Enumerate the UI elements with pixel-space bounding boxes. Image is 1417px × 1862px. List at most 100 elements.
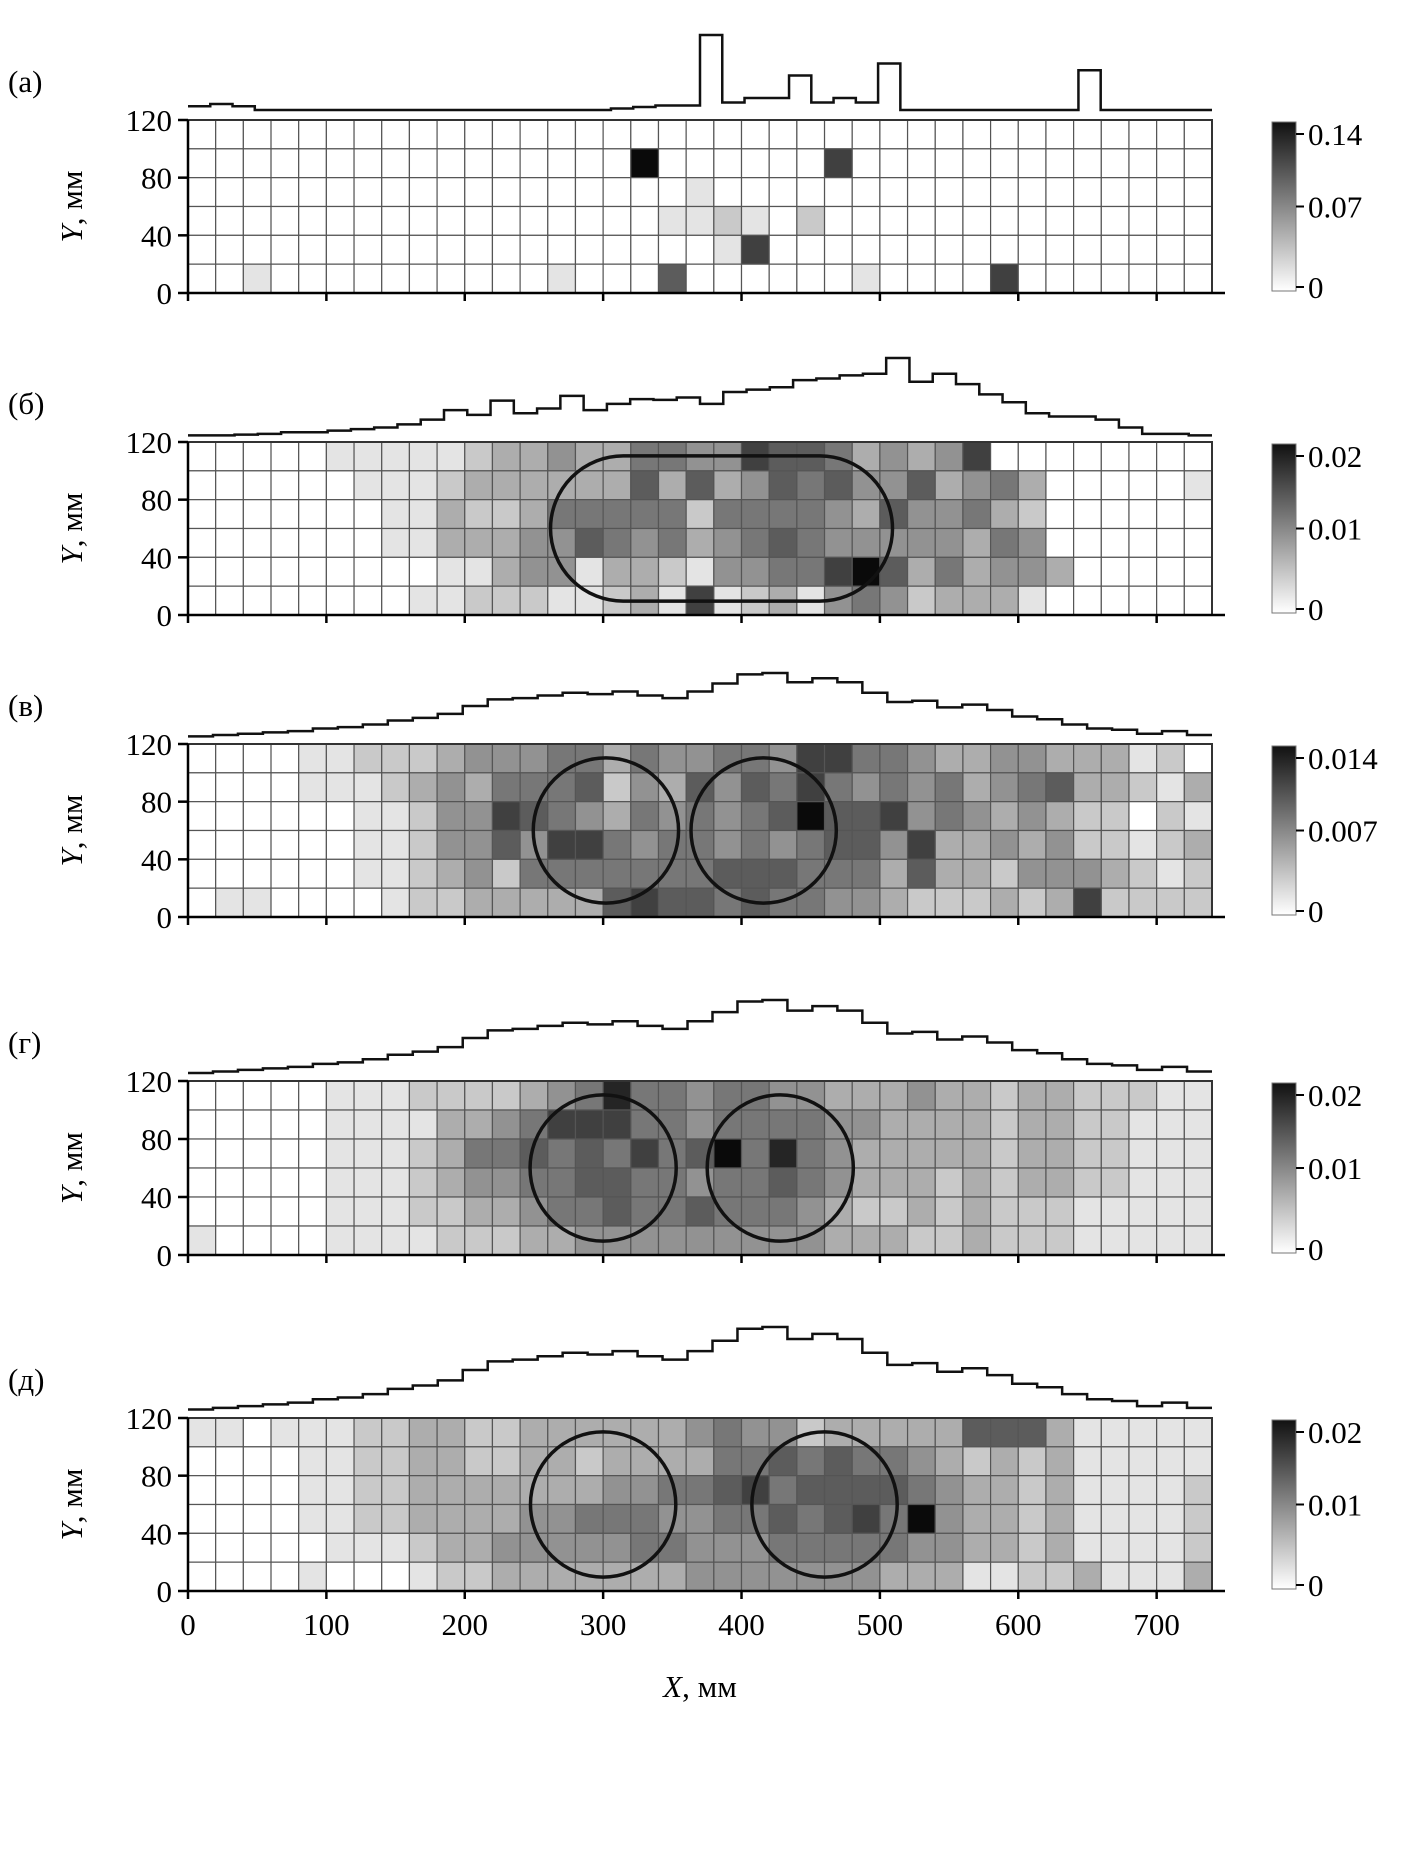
heatmap-cell xyxy=(325,1080,355,1111)
heatmap-cell xyxy=(713,1503,743,1534)
heatmap-cell xyxy=(325,1225,355,1256)
y-axis-title: Y, мм xyxy=(54,795,89,867)
heatmap-cell xyxy=(1156,743,1185,774)
heatmap-cell xyxy=(353,801,383,832)
heatmap-cell xyxy=(242,887,272,918)
heatmap-cell xyxy=(740,263,770,294)
heatmap-cell xyxy=(353,1475,383,1506)
heatmap-cell xyxy=(270,263,300,294)
heatmap-cell xyxy=(547,205,577,236)
heatmap-cell xyxy=(1073,743,1102,774)
heatmap-cell xyxy=(740,1167,770,1198)
heatmap-cell xyxy=(381,499,411,530)
heatmap-cell xyxy=(1017,1167,1047,1198)
heatmap-cell xyxy=(851,801,881,832)
heatmap-cell xyxy=(879,1109,909,1140)
heatmap-cell xyxy=(1100,1503,1130,1534)
heatmap-cell xyxy=(408,527,438,558)
heatmap-cell xyxy=(325,263,355,294)
heatmap-cell xyxy=(962,527,992,558)
heatmap-cell xyxy=(408,1167,438,1198)
heatmap-cell xyxy=(1017,858,1047,889)
heatmap-cell xyxy=(630,1080,660,1111)
heatmap-cell xyxy=(796,556,826,587)
y-axis-title: Y, мм xyxy=(54,171,89,243)
heatmap-cell xyxy=(1128,119,1158,150)
heatmap-cell xyxy=(381,858,411,889)
heatmap-cell xyxy=(879,177,909,208)
heatmap-cell xyxy=(657,119,687,150)
heatmap-cell xyxy=(325,499,355,530)
heatmap-cell xyxy=(1073,1109,1102,1140)
heatmap-cell xyxy=(1073,148,1102,179)
heatmap-cell xyxy=(325,1503,355,1534)
colorbar xyxy=(1271,1419,1297,1590)
heatmap-cell xyxy=(215,205,244,236)
heatmap-cell xyxy=(657,556,687,587)
heatmap-cell xyxy=(768,470,798,501)
heatmap-cell xyxy=(215,1561,244,1592)
heatmap-cell xyxy=(242,527,272,558)
heatmap-cell xyxy=(491,1080,521,1111)
heatmap-cell xyxy=(187,527,217,558)
heatmap-cell xyxy=(1073,829,1102,860)
heatmap-cell xyxy=(381,234,411,265)
heatmap-cell xyxy=(1073,887,1102,918)
heatmap-cell xyxy=(187,205,217,236)
heatmap-cell xyxy=(353,234,383,265)
heatmap-cell xyxy=(989,177,1019,208)
heatmap-cell xyxy=(1045,858,1075,889)
heatmap-cell xyxy=(1073,1138,1102,1169)
heatmap-cell xyxy=(1017,148,1047,179)
heatmap-cell xyxy=(934,1080,964,1111)
heatmap-cell xyxy=(713,1532,743,1563)
heatmap-cell xyxy=(713,1475,743,1506)
heatmap-cell xyxy=(1128,177,1158,208)
heatmap-cell xyxy=(298,801,327,832)
heatmap-cell xyxy=(1100,772,1130,803)
heatmap-cell xyxy=(851,470,881,501)
heatmap-cell xyxy=(215,1417,244,1448)
heatmap-cell xyxy=(408,858,438,889)
y-tick-label: 0 xyxy=(157,598,173,633)
heatmap-cell xyxy=(1100,1109,1130,1140)
heatmap-cell xyxy=(436,1532,466,1563)
colorbar xyxy=(1271,443,1297,614)
heatmap-cell xyxy=(1045,470,1075,501)
heatmap-cell xyxy=(574,1138,604,1169)
heatmap-cell xyxy=(713,1109,743,1140)
heatmap-cell xyxy=(436,177,466,208)
heatmap-cell xyxy=(685,1446,715,1477)
heatmap-cell xyxy=(519,263,549,294)
heatmap-cell xyxy=(1045,1561,1075,1592)
panel-0: 0 40 80 120 Y, мм (а) 0 0.07 0.14 xyxy=(8,33,1363,311)
heatmap-cell xyxy=(1100,470,1130,501)
heatmap-cell xyxy=(602,1196,632,1227)
heatmap-cell xyxy=(381,177,411,208)
y-tick-label: 80 xyxy=(141,483,172,518)
heatmap-cell xyxy=(1073,1417,1102,1448)
heatmap-cell xyxy=(1183,1080,1213,1111)
heatmap-cell xyxy=(796,263,826,294)
heatmap-cell xyxy=(519,1561,549,1592)
heatmap-cell xyxy=(298,234,327,265)
heatmap-cell xyxy=(1128,887,1158,918)
heatmap-cell xyxy=(989,1561,1019,1592)
heatmap-cell xyxy=(906,585,936,616)
heatmap-cell xyxy=(630,1561,660,1592)
colorbar xyxy=(1271,121,1297,292)
colorbar-tick-label: 0.02 xyxy=(1308,1078,1362,1113)
heatmap-cell xyxy=(464,1196,494,1227)
heatmap-cell xyxy=(1156,148,1185,179)
x-tick-label: 600 xyxy=(995,1607,1042,1642)
heatmap-cell xyxy=(519,1080,549,1111)
heatmap-cell xyxy=(989,1475,1019,1506)
heatmap-cell xyxy=(1156,1475,1185,1506)
heatmap-cell xyxy=(270,801,300,832)
heatmap-cell xyxy=(1156,1109,1185,1140)
heatmap-cell xyxy=(713,556,743,587)
heatmap-cell xyxy=(270,1446,300,1477)
heatmap-cell xyxy=(242,1138,272,1169)
heatmap-cell xyxy=(464,263,494,294)
